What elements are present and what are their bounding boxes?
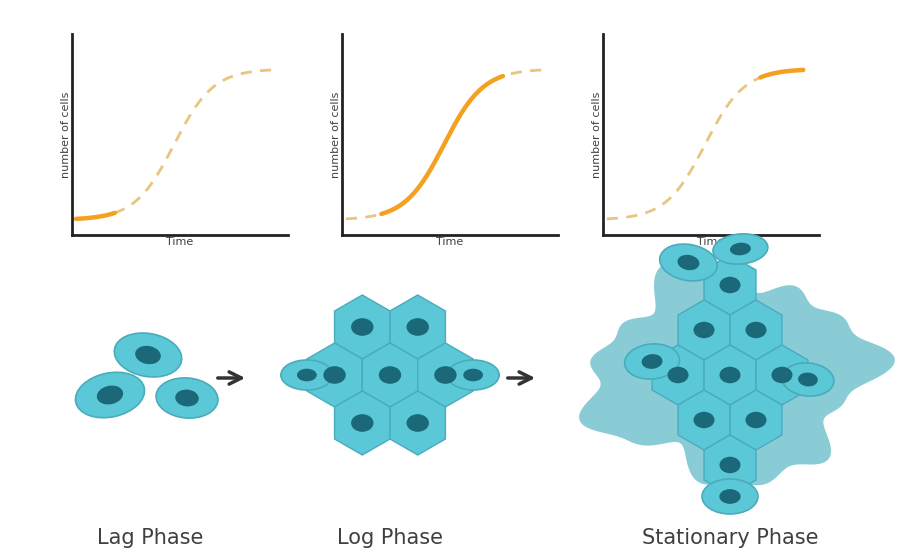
- Ellipse shape: [281, 360, 333, 390]
- Ellipse shape: [660, 244, 717, 281]
- Polygon shape: [335, 391, 390, 455]
- Polygon shape: [730, 300, 782, 360]
- Y-axis label: number of cells: number of cells: [330, 91, 340, 178]
- Ellipse shape: [719, 367, 741, 383]
- Polygon shape: [335, 295, 390, 359]
- Ellipse shape: [434, 366, 456, 384]
- Ellipse shape: [407, 318, 429, 336]
- Ellipse shape: [297, 368, 317, 381]
- Ellipse shape: [156, 378, 218, 418]
- Polygon shape: [652, 345, 704, 405]
- Ellipse shape: [745, 322, 767, 338]
- Ellipse shape: [719, 277, 741, 293]
- Ellipse shape: [678, 255, 699, 270]
- Ellipse shape: [713, 234, 768, 264]
- Polygon shape: [704, 345, 756, 405]
- Text: Stationary Phase: Stationary Phase: [642, 528, 818, 548]
- Ellipse shape: [379, 366, 401, 384]
- Ellipse shape: [719, 489, 741, 504]
- Ellipse shape: [771, 367, 793, 383]
- Ellipse shape: [694, 412, 715, 428]
- Polygon shape: [704, 255, 756, 315]
- Polygon shape: [730, 390, 782, 450]
- Polygon shape: [390, 295, 446, 359]
- Polygon shape: [390, 391, 446, 455]
- Ellipse shape: [702, 479, 758, 514]
- Ellipse shape: [694, 322, 715, 338]
- X-axis label: Time: Time: [698, 236, 724, 246]
- Polygon shape: [678, 390, 730, 450]
- Ellipse shape: [668, 367, 688, 383]
- Ellipse shape: [114, 333, 182, 377]
- Ellipse shape: [97, 385, 123, 404]
- Ellipse shape: [719, 457, 741, 473]
- Polygon shape: [418, 343, 473, 407]
- Ellipse shape: [625, 344, 680, 379]
- Text: Log Phase: Log Phase: [337, 528, 443, 548]
- Ellipse shape: [407, 414, 429, 432]
- Ellipse shape: [642, 354, 662, 369]
- Y-axis label: number of cells: number of cells: [60, 91, 70, 178]
- Polygon shape: [756, 345, 808, 405]
- Ellipse shape: [135, 346, 161, 364]
- X-axis label: Time: Time: [166, 236, 194, 246]
- Y-axis label: number of cells: number of cells: [591, 91, 601, 178]
- Polygon shape: [363, 343, 418, 407]
- Ellipse shape: [323, 366, 346, 384]
- Polygon shape: [678, 300, 730, 360]
- Ellipse shape: [76, 372, 145, 418]
- Ellipse shape: [176, 390, 199, 407]
- X-axis label: Time: Time: [436, 236, 464, 246]
- Ellipse shape: [351, 318, 374, 336]
- Polygon shape: [307, 343, 363, 407]
- Polygon shape: [579, 262, 895, 486]
- Ellipse shape: [782, 363, 834, 396]
- Ellipse shape: [745, 412, 767, 428]
- Ellipse shape: [730, 242, 751, 255]
- Ellipse shape: [351, 414, 374, 432]
- Ellipse shape: [447, 360, 500, 390]
- Ellipse shape: [464, 368, 483, 381]
- Polygon shape: [704, 435, 756, 495]
- Ellipse shape: [798, 372, 818, 386]
- Text: Lag Phase: Lag Phase: [97, 528, 203, 548]
